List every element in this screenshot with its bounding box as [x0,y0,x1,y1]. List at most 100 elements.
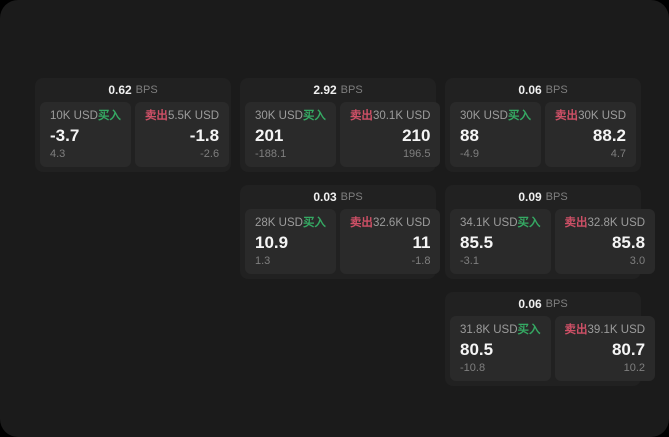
buy-quote-panel[interactable]: 28K USD 买入 10.9 1.3 [245,209,336,274]
sell-price: -1.8 [189,125,220,145]
spread-header: 0.03 BPS [245,185,431,209]
sell-price: 88.2 [592,125,626,145]
sell-label: 卖出 [564,217,588,229]
spread-value: 0.62 [108,83,132,97]
sell-amount: 30K USD [578,110,626,122]
sell-quote-panel[interactable]: 卖出 32.8K USD 85.8 3.0 [554,209,656,274]
quote-panels: 30K USD 买入 88 -4.9 卖出 30K USD 88.2 4.7 [450,102,636,167]
sell-price: 85.8 [611,232,646,252]
sell-change: -1.8 [411,255,431,267]
spread-value: 0.06 [518,297,542,311]
buy-amount: 34.1K USD [460,217,518,229]
buy-label: 买入 [97,110,121,122]
sell-price: 210 [402,125,431,145]
buy-top-row: 30K USD 买入 [255,110,326,123]
sell-label: 卖出 [349,217,373,229]
quote-card: 0.03 BPS 28K USD 买入 10.9 1.3 卖出 32.6K US… [240,185,441,279]
buy-quote-panel[interactable]: 30K USD 买入 201 -188.1 [245,102,336,167]
quote-card: 0.06 BPS 30K USD 买入 88 -4.9 卖出 30K USD [445,78,641,172]
buy-change: -3.1 [460,255,479,267]
sell-price: 80.7 [611,339,646,359]
sell-quote-panel[interactable]: 卖出 5.5K USD -1.8 -2.6 [134,102,230,167]
sell-label: 卖出 [144,110,168,122]
quote-panels: 34.1K USD 买入 85.5 -3.1 卖出 32.8K USD 85.8… [450,209,656,274]
quote-card: 0.62 BPS 10K USD 买入 -3.7 4.3 卖出 5.5K USD [35,78,231,172]
buy-change: 4.3 [50,148,66,160]
buy-price: 80.5 [460,339,494,359]
spread-header: 0.06 BPS [450,292,636,316]
sell-label: 卖出 [555,110,578,122]
buy-price: 88 [460,125,479,145]
buy-price: 10.9 [255,232,289,252]
buy-top-row: 30K USD 买入 [460,110,531,123]
buy-amount: 28K USD [255,217,303,229]
buy-quote-panel[interactable]: 34.1K USD 买入 85.5 -3.1 [450,209,551,274]
buy-price: 201 [255,125,284,145]
sell-change: 196.5 [402,148,431,160]
quote-card: 0.09 BPS 34.1K USD 买入 85.5 -3.1 卖出 32.8K… [445,185,656,279]
buy-top-row: 31.8K USD 买入 [460,324,541,337]
buy-top-row: 34.1K USD 买入 [460,217,541,230]
sell-top-row: 卖出 32.6K USD [350,217,431,230]
buy-label: 买入 [302,217,326,229]
quote-panels: 10K USD 买入 -3.7 4.3 卖出 5.5K USD -1.8 -2.… [40,102,230,167]
buy-quote-panel[interactable]: 30K USD 买入 88 -4.9 [450,102,541,167]
bps-unit: BPS [545,298,568,310]
buy-change: -188.1 [255,148,287,160]
spread-header: 0.09 BPS [450,185,636,209]
buy-amount: 10K USD [50,110,98,122]
sell-amount: 39.1K USD [587,324,646,336]
sell-top-row: 卖出 39.1K USD [565,324,646,337]
sell-amount: 30.1K USD [372,110,431,122]
buy-amount: 30K USD [460,110,508,122]
sell-amount: 32.6K USD [372,217,431,229]
sell-price: 11 [412,232,431,252]
sell-top-row: 卖出 5.5K USD [145,110,219,123]
spread-header: 0.62 BPS [40,78,226,102]
spread-value: 2.92 [313,83,337,97]
buy-change: -10.8 [460,362,486,374]
buy-quote-panel[interactable]: 31.8K USD 买入 80.5 -10.8 [450,316,551,381]
sell-top-row: 卖出 32.8K USD [565,217,646,230]
quote-panels: 28K USD 买入 10.9 1.3 卖出 32.6K USD 11 -1.8 [245,209,441,274]
spread-value: 0.06 [518,83,542,97]
sell-top-row: 卖出 30K USD [555,110,626,123]
quote-panels: 31.8K USD 买入 80.5 -10.8 卖出 39.1K USD 80.… [450,316,656,381]
buy-label: 买入 [508,110,531,122]
spread-header: 2.92 BPS [245,78,431,102]
spread-header: 0.06 BPS [450,78,636,102]
buy-label: 买入 [302,110,326,122]
sell-quote-panel[interactable]: 卖出 32.6K USD 11 -1.8 [339,209,441,274]
buy-price: -3.7 [50,125,80,145]
buy-top-row: 10K USD 买入 [50,110,121,123]
sell-label: 卖出 [564,324,588,336]
spread-value: 0.03 [313,190,337,204]
bps-unit: BPS [340,84,363,96]
sell-change: -2.6 [200,148,220,160]
buy-amount: 30K USD [255,110,303,122]
sell-label: 卖出 [349,110,373,122]
buy-quote-panel[interactable]: 10K USD 买入 -3.7 4.3 [40,102,131,167]
buy-label: 买入 [517,324,541,336]
buy-label: 买入 [517,217,541,229]
bps-unit: BPS [545,84,568,96]
buy-change: 1.3 [255,255,271,267]
quote-card-grid: 0.62 BPS 10K USD 买入 -3.7 4.3 卖出 5.5K USD [35,78,656,386]
buy-amount: 31.8K USD [460,324,518,336]
sell-quote-panel[interactable]: 卖出 30.1K USD 210 196.5 [339,102,441,167]
sell-change: 4.7 [610,148,626,160]
sell-amount: 32.8K USD [587,217,646,229]
quote-card: 0.06 BPS 31.8K USD 买入 80.5 -10.8 卖出 39.1… [445,292,656,386]
sell-change: 3.0 [629,255,646,267]
quote-panels: 30K USD 买入 201 -188.1 卖出 30.1K USD 210 1… [245,102,441,167]
sell-quote-panel[interactable]: 卖出 30K USD 88.2 4.7 [545,102,636,167]
bps-unit: BPS [545,191,568,203]
bps-unit: BPS [340,191,363,203]
buy-change: -4.9 [460,148,479,160]
sell-quote-panel[interactable]: 卖出 39.1K USD 80.7 10.2 [554,316,656,381]
sell-amount: 5.5K USD [167,110,220,122]
buy-top-row: 28K USD 买入 [255,217,326,230]
sell-top-row: 卖出 30.1K USD [350,110,431,123]
sell-change: 10.2 [623,362,646,374]
